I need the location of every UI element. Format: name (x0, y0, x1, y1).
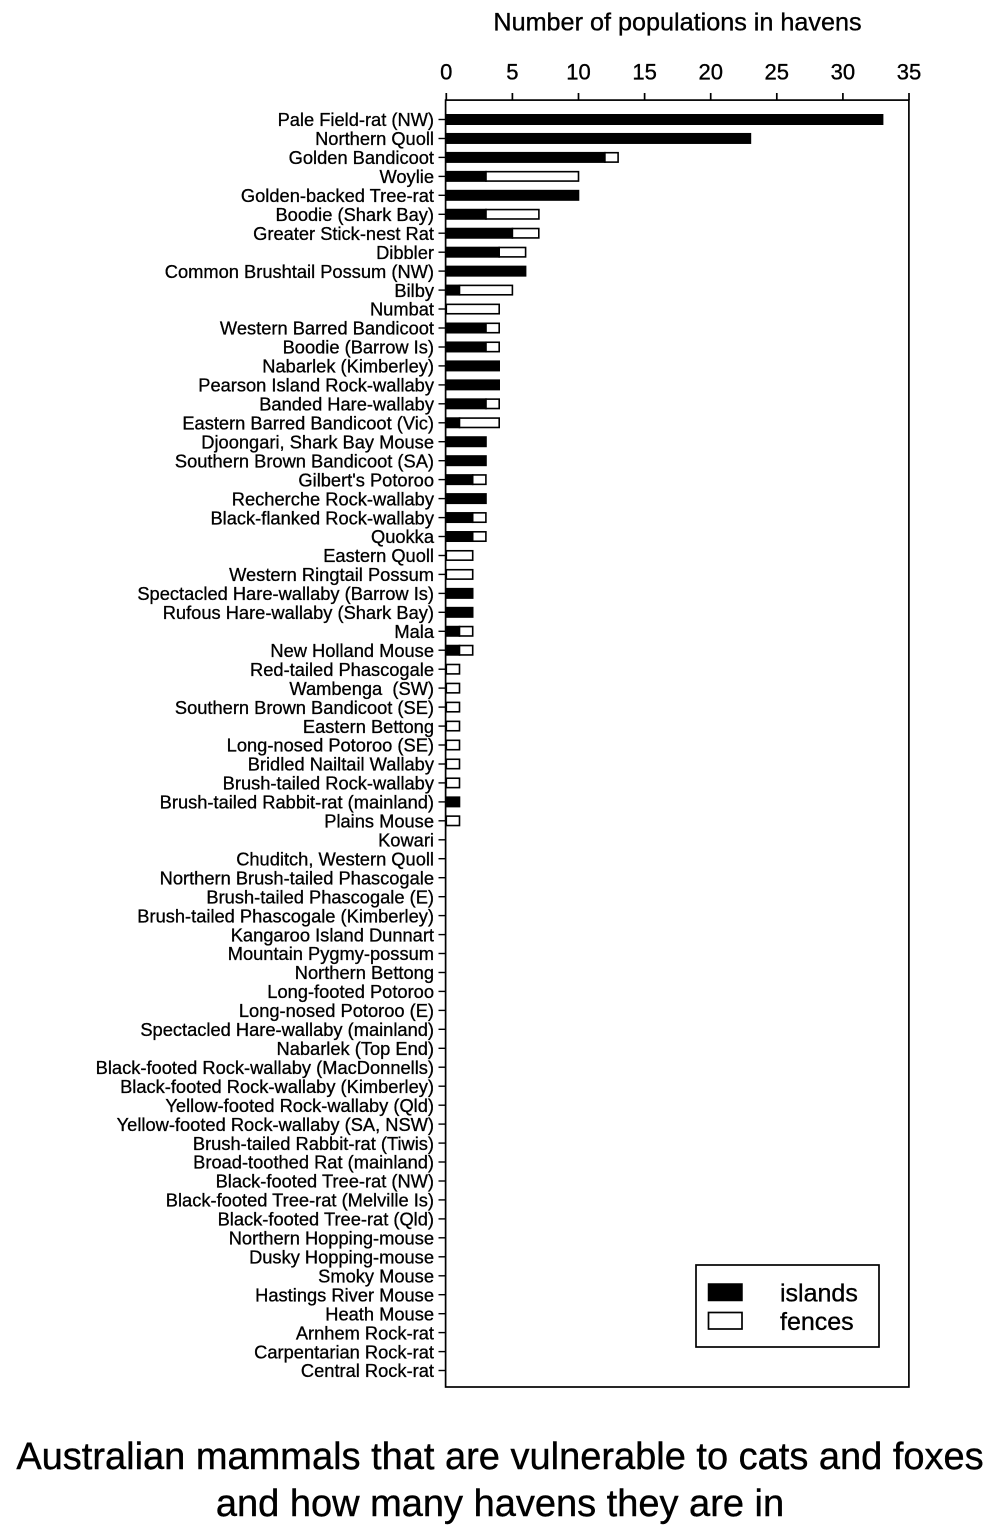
svg-text:Brush-tailed Rabbit-rat (Tiwis: Brush-tailed Rabbit-rat (Tiwis) (193, 1133, 434, 1154)
svg-text:Pearson Island Rock-wallaby: Pearson Island Rock-wallaby (198, 375, 435, 396)
svg-text:Central Rock-rat: Central Rock-rat (301, 1360, 434, 1381)
svg-text:5: 5 (506, 60, 518, 85)
svg-text:Northern Brush-tailed Phascoga: Northern Brush-tailed Phascogale (160, 867, 434, 888)
svg-text:New Holland Mouse: New Holland Mouse (270, 640, 434, 661)
svg-text:Djoongari, Shark Bay Mouse: Djoongari, Shark Bay Mouse (201, 431, 434, 452)
svg-text:Nabarlek (Kimberley): Nabarlek (Kimberley) (262, 356, 434, 377)
svg-text:Woylie: Woylie (379, 166, 434, 187)
svg-text:Eastern Barred Bandicoot (Vic): Eastern Barred Bandicoot (Vic) (182, 413, 434, 434)
svg-text:Recherche Rock-wallaby: Recherche Rock-wallaby (232, 488, 435, 509)
svg-text:35: 35 (897, 60, 921, 85)
svg-text:Southern Brown Bandicoot (SA): Southern Brown Bandicoot (SA) (175, 450, 434, 471)
svg-text:15: 15 (632, 60, 656, 85)
svg-text:Western Ringtail Possum: Western Ringtail Possum (229, 564, 434, 585)
svg-text:Yellow-footed Rock-wallaby (SA: Yellow-footed Rock-wallaby (SA, NSW) (117, 1114, 434, 1135)
svg-text:Heath Mouse: Heath Mouse (325, 1303, 434, 1324)
svg-text:fences: fences (780, 1308, 854, 1336)
svg-text:Spectacled Hare-wallaby (Barro: Spectacled Hare-wallaby (Barrow Is) (137, 583, 434, 604)
svg-text:Wambenga (SW): Wambenga (SW) (289, 678, 434, 699)
svg-text:Long-nosed Potoroo (SE): Long-nosed Potoroo (SE) (227, 735, 434, 756)
svg-text:Black-flanked Rock-wallaby: Black-flanked Rock-wallaby (210, 507, 434, 528)
svg-text:Black-footed Rock-wallaby (Kim: Black-footed Rock-wallaby (Kimberley) (120, 1076, 434, 1097)
svg-text:Golden-backed Tree-rat: Golden-backed Tree-rat (241, 185, 434, 206)
svg-text:Mala: Mala (394, 621, 434, 642)
svg-text:Western Barred Bandicoot: Western Barred Bandicoot (220, 318, 434, 339)
svg-text:Northern Quoll: Northern Quoll (315, 128, 434, 149)
svg-text:Eastern Bettong: Eastern Bettong (303, 716, 434, 737)
svg-text:Black-footed Rock-wallaby (Mac: Black-footed Rock-wallaby (MacDonnells) (96, 1057, 434, 1078)
svg-text:Broad-toothed Rat (mainland): Broad-toothed Rat (mainland) (193, 1152, 434, 1173)
svg-text:10: 10 (566, 60, 590, 85)
svg-text:Northern Hopping-mouse: Northern Hopping-mouse (229, 1228, 434, 1249)
svg-text:Numbat: Numbat (370, 299, 434, 320)
svg-text:Long-nosed Potoroo (E): Long-nosed Potoroo (E) (239, 1000, 434, 1021)
svg-text:Black-footed Tree-rat (Qld): Black-footed Tree-rat (Qld) (218, 1209, 434, 1230)
svg-text:Southern Brown Bandicoot (SE): Southern Brown Bandicoot (SE) (175, 697, 434, 718)
svg-text:Banded Hare-wallaby: Banded Hare-wallaby (259, 394, 435, 415)
svg-text:Common Brushtail Possum (NW): Common Brushtail Possum (NW) (165, 261, 434, 282)
svg-text:Gilbert's Potoroo: Gilbert's Potoroo (298, 469, 434, 490)
svg-text:Brush-tailed Phascogale (E): Brush-tailed Phascogale (E) (206, 886, 434, 907)
svg-text:Black-footed Tree-rat (Melvill: Black-footed Tree-rat (Melville Is) (166, 1190, 434, 1211)
svg-text:Long-footed Potoroo: Long-footed Potoroo (267, 981, 434, 1002)
svg-text:Yellow-footed Rock-wallaby (Ql: Yellow-footed Rock-wallaby (Qld) (165, 1095, 434, 1116)
svg-text:Rufous Hare-wallaby (Shark Bay: Rufous Hare-wallaby (Shark Bay) (163, 602, 434, 623)
svg-text:Nabarlek (Top End): Nabarlek (Top End) (277, 1038, 435, 1059)
svg-text:30: 30 (831, 60, 855, 85)
svg-text:Kangaroo Island Dunnart: Kangaroo Island Dunnart (231, 924, 434, 945)
svg-text:Brush-tailed Phascogale (Kimbe: Brush-tailed Phascogale (Kimberley) (137, 905, 434, 926)
svg-text:Arnhem Rock-rat: Arnhem Rock-rat (296, 1322, 434, 1343)
svg-text:Red-tailed Phascogale: Red-tailed Phascogale (250, 659, 434, 680)
svg-text:Carpentarian Rock-rat: Carpentarian Rock-rat (254, 1341, 434, 1362)
svg-text:Bilby: Bilby (394, 280, 434, 301)
svg-text:islands: islands (780, 1280, 858, 1308)
svg-text:0: 0 (440, 60, 452, 85)
svg-text:Eastern Quoll: Eastern Quoll (323, 545, 434, 566)
svg-text:20: 20 (698, 60, 722, 85)
svg-text:Australian mammals that are vu: Australian mammals that are vulnerable t… (16, 1436, 983, 1478)
svg-text:Brush-tailed Rabbit-rat (mainl: Brush-tailed Rabbit-rat (mainland) (160, 792, 434, 813)
svg-text:25: 25 (765, 60, 789, 85)
svg-text:Kowari: Kowari (378, 830, 434, 851)
svg-text:Plains Mouse: Plains Mouse (324, 811, 434, 832)
svg-text:Hastings River Mouse: Hastings River Mouse (255, 1284, 434, 1305)
svg-text:Spectacled Hare-wallaby (mainl: Spectacled Hare-wallaby (mainland) (140, 1019, 434, 1040)
svg-text:and how many havens they are i: and how many havens they are in (216, 1483, 784, 1525)
svg-text:Bridled Nailtail Wallaby: Bridled Nailtail Wallaby (248, 754, 435, 775)
svg-text:Northern Bettong: Northern Bettong (295, 962, 434, 983)
svg-text:Quokka: Quokka (371, 526, 435, 547)
svg-text:Boodie (Barrow Is): Boodie (Barrow Is) (283, 337, 434, 358)
svg-text:Mountain Pygmy-possum: Mountain Pygmy-possum (228, 943, 434, 964)
svg-text:Brush-tailed Rock-wallaby: Brush-tailed Rock-wallaby (223, 773, 435, 794)
svg-text:Pale Field-rat (NW): Pale Field-rat (NW) (278, 109, 434, 130)
svg-text:Number of populations in haven: Number of populations in havens (493, 9, 861, 37)
svg-text:Dibbler: Dibbler (376, 242, 434, 263)
svg-text:Black-footed Tree-rat (NW): Black-footed Tree-rat (NW) (216, 1171, 434, 1192)
svg-text:Dusky Hopping-mouse: Dusky Hopping-mouse (249, 1247, 434, 1268)
svg-text:Chuditch, Western Quoll: Chuditch, Western Quoll (236, 848, 434, 869)
svg-text:Smoky Mouse: Smoky Mouse (318, 1266, 434, 1287)
svg-text:Golden Bandicoot: Golden Bandicoot (289, 147, 434, 168)
svg-text:Greater Stick-nest Rat: Greater Stick-nest Rat (253, 223, 434, 244)
svg-text:Boodie (Shark Bay): Boodie (Shark Bay) (275, 204, 434, 225)
